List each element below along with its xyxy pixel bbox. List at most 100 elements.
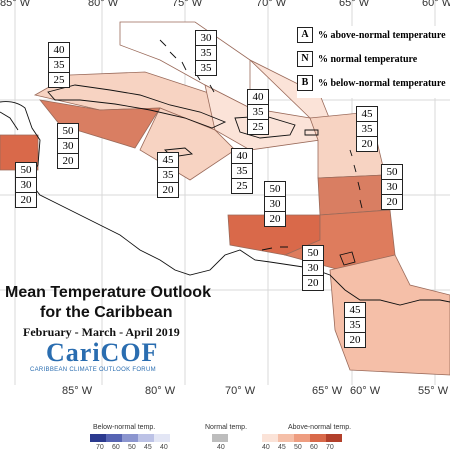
prob-above: 45 xyxy=(158,153,178,168)
caricof-logo-subtitle: CARIBBEAN CLIMATE OUTLOOK FORUM xyxy=(30,367,156,373)
puerto-rico-island xyxy=(304,129,319,136)
forecast-period: February - March - April 2019 xyxy=(23,325,180,339)
legend-level: 40 xyxy=(217,444,225,451)
prob-normal: 30 xyxy=(16,178,36,193)
trinidad-island xyxy=(339,251,356,266)
legend-normal-caption: Normal temp. xyxy=(205,424,248,431)
legend-level: 40 xyxy=(262,444,270,451)
legend-swatch-below xyxy=(106,434,122,442)
prob-below: 20 xyxy=(386,196,398,208)
prob-box-trinidad: 50 30 20 xyxy=(302,245,324,291)
lon-tick-bottom: 85° W xyxy=(62,385,93,397)
legend-swatch-below xyxy=(122,434,138,442)
prob-normal: 35 xyxy=(49,58,69,73)
prob-box-leeward: 45 35 20 xyxy=(356,106,378,152)
prob-above: 45 xyxy=(357,107,377,122)
legend-swatch-above xyxy=(310,434,326,442)
lon-tick-bottom: 55° W xyxy=(418,385,449,397)
prob-normal: 35 xyxy=(345,318,365,333)
prob-normal: 30 xyxy=(382,180,402,195)
legend-level: 50 xyxy=(128,444,136,451)
prob-below: 20 xyxy=(307,277,319,289)
prob-box-belize: 50 30 20 xyxy=(15,162,37,208)
prob-normal: 35 xyxy=(357,122,377,137)
legend-level: 45 xyxy=(144,444,152,451)
legend-swatch-above xyxy=(262,434,278,442)
key-label: % normal temperature xyxy=(318,53,418,65)
prob-box-cayman: 50 30 20 xyxy=(57,123,79,169)
prob-below: 20 xyxy=(269,213,281,225)
prob-below: 35 xyxy=(200,62,212,74)
cuba-island xyxy=(47,84,227,129)
prob-box-windward: 50 30 20 xyxy=(381,164,403,210)
legend-swatch-normal xyxy=(212,434,228,442)
legend-level: 50 xyxy=(294,444,302,451)
prob-below: 20 xyxy=(162,184,174,196)
prob-box-hispaniola: 40 35 25 xyxy=(231,148,253,194)
prob-above: 30 xyxy=(196,31,216,46)
map-title-line2: for the Caribbean xyxy=(40,304,173,321)
key-label: % above-normal temperature xyxy=(318,29,446,41)
prob-normal: 30 xyxy=(265,197,285,212)
prob-below: 20 xyxy=(349,334,361,346)
caricof-logo: CariCOF xyxy=(46,338,159,367)
prob-above: 40 xyxy=(248,90,268,105)
prob-box-jamaica: 45 35 20 xyxy=(157,152,179,198)
key-letter: N xyxy=(297,51,313,67)
legend-level: 45 xyxy=(278,444,286,451)
legend-level: 60 xyxy=(310,444,318,451)
prob-above: 50 xyxy=(303,246,323,261)
probability-key: A % above-normal temperature N % normal … xyxy=(297,26,450,98)
legend-swatch-above xyxy=(294,434,310,442)
lesser-antilles xyxy=(349,149,363,209)
lon-tick-top: 75° W xyxy=(172,0,203,9)
lon-tick-bottom: 65° W xyxy=(312,385,343,397)
lon-tick-top: 65° W xyxy=(339,0,370,9)
key-label: % below-normal temperature xyxy=(318,77,446,89)
prob-normal: 30 xyxy=(303,261,323,276)
region-belize xyxy=(0,134,39,171)
prob-box-turks: 40 35 25 xyxy=(247,89,269,135)
legend-level: 70 xyxy=(326,444,334,451)
legend-swatch-above xyxy=(326,434,342,442)
key-row-above: A % above-normal temperature xyxy=(297,26,450,44)
prob-above: 50 xyxy=(382,165,402,180)
lon-tick-top: 80° W xyxy=(88,0,119,9)
prob-below: 25 xyxy=(252,121,264,133)
region-windward xyxy=(317,174,391,216)
prob-below: 20 xyxy=(20,194,32,206)
legend-above-caption: Above-normal temp. xyxy=(288,424,352,431)
lon-tick-top: 85° W xyxy=(0,0,31,9)
color-legend: Below-normal temp. Normal temp. Above-no… xyxy=(0,402,450,451)
legend-level: 40 xyxy=(160,444,168,451)
prob-normal: 35 xyxy=(248,105,268,120)
prob-below: 25 xyxy=(53,74,65,86)
bahamas-islands xyxy=(159,39,215,93)
prob-normal: 35 xyxy=(158,168,178,183)
legend-swatch-below xyxy=(90,434,106,442)
lon-tick-bottom: 70° W xyxy=(225,385,256,397)
prob-above: 40 xyxy=(49,43,69,58)
prob-box-bahamas: 30 35 35 xyxy=(195,30,217,76)
legend-swatch-below xyxy=(138,434,154,442)
lon-tick-top: 60° W xyxy=(422,0,450,9)
prob-box-abc: 50 30 20 xyxy=(264,181,286,227)
legend-level: 70 xyxy=(96,444,104,451)
prob-normal: 30 xyxy=(58,139,78,154)
yucatan-coast xyxy=(0,111,19,131)
abc-islands xyxy=(261,246,288,251)
prob-above: 45 xyxy=(345,303,365,318)
legend-below-caption: Below-normal temp. xyxy=(93,424,156,431)
prob-normal: 35 xyxy=(232,164,252,179)
region-cayman xyxy=(39,99,161,149)
prob-above: 50 xyxy=(265,182,285,197)
prob-below: 25 xyxy=(236,180,248,192)
legend-level: 60 xyxy=(112,444,120,451)
key-row-normal: N % normal temperature xyxy=(297,50,450,68)
coastlines xyxy=(0,39,450,306)
mainland-coast xyxy=(0,101,450,306)
map-title: Mean Temperature Outlook xyxy=(5,284,211,301)
prob-above: 50 xyxy=(16,163,36,178)
key-letter: A xyxy=(297,27,313,43)
prob-box-guianas: 45 35 20 xyxy=(344,302,366,348)
